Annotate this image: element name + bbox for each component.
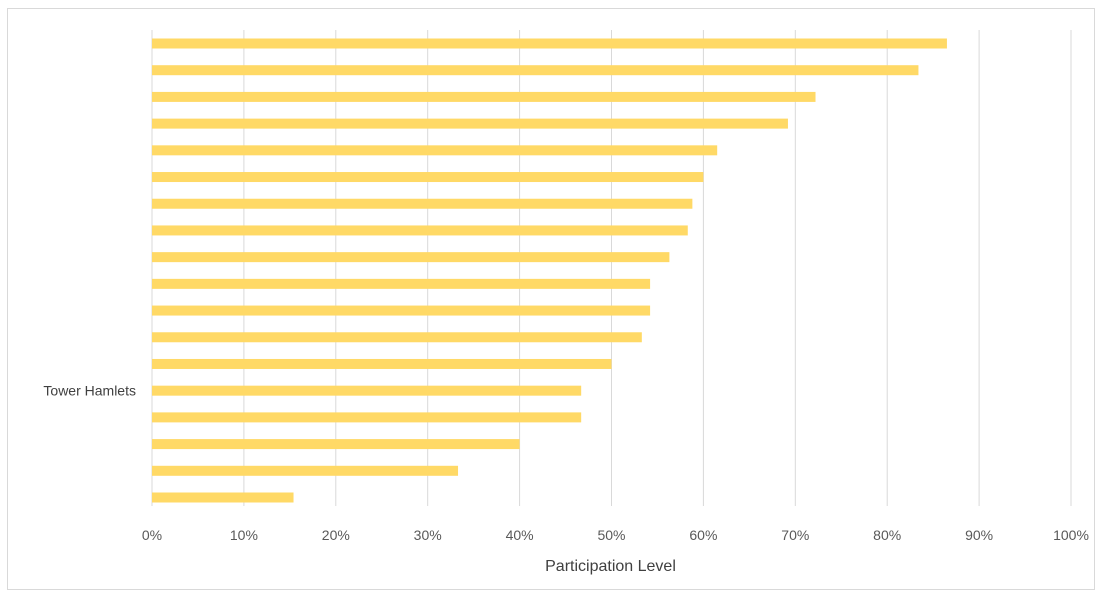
bar (152, 118, 788, 129)
bar (152, 38, 947, 49)
x-tick-labels: 0% 10% 20% 30% 40% 50% 60% 70% 80% 90% 100% (142, 527, 1089, 543)
x-tick-label: 20% (322, 527, 350, 543)
x-tick-label: 50% (597, 527, 625, 543)
bar (152, 252, 670, 263)
bar (152, 385, 582, 396)
bar (152, 412, 582, 423)
bar (152, 492, 294, 503)
bar (152, 65, 919, 76)
bar (152, 91, 816, 102)
bar (152, 305, 651, 316)
category-label: Tower Hamlets (43, 383, 136, 399)
x-tick-label: 70% (781, 527, 809, 543)
x-tick-label: 90% (965, 527, 993, 543)
bar (152, 465, 459, 476)
bar (152, 439, 520, 450)
x-tick-label: 80% (873, 527, 901, 543)
bar (152, 145, 718, 156)
x-tick-label: 40% (506, 527, 534, 543)
bar (152, 172, 704, 183)
x-tick-label: 30% (414, 527, 442, 543)
x-axis-title: Participation Level (545, 558, 676, 575)
x-tick-label: 100% (1053, 527, 1089, 543)
category-labels: Tower Hamlets (43, 383, 136, 399)
bar (152, 358, 612, 369)
bar (152, 332, 642, 343)
x-tick-label: 0% (142, 527, 162, 543)
x-tick-label: 10% (230, 527, 258, 543)
bars (152, 38, 947, 503)
bar (152, 225, 688, 236)
bar (152, 278, 651, 289)
bar (152, 198, 693, 209)
gridlines (151, 30, 1072, 506)
x-tick-label: 60% (689, 527, 717, 543)
